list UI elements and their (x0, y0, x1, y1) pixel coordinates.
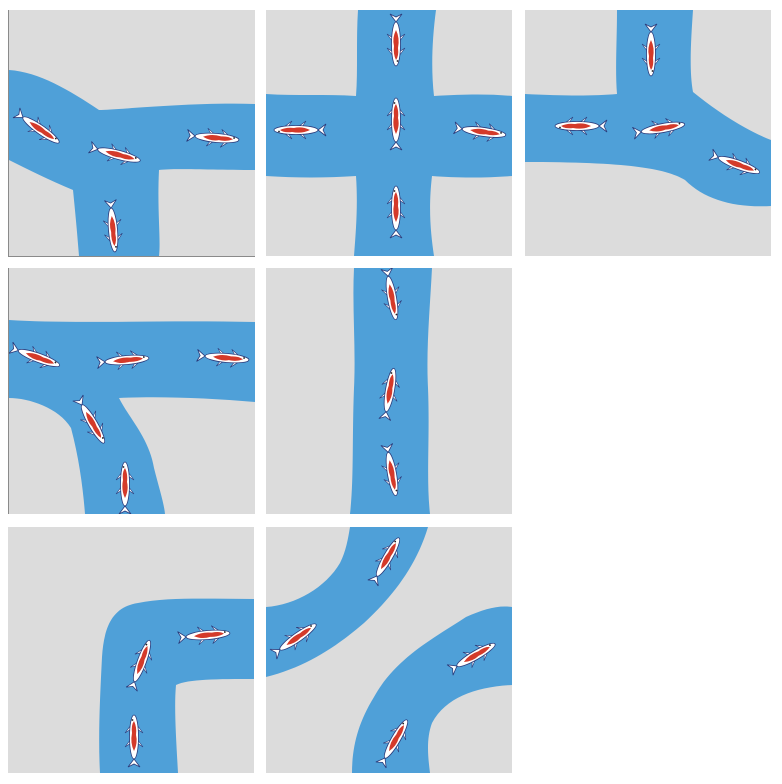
river-channel (99, 598, 254, 773)
tile-double-corner[interactable] (266, 527, 512, 773)
tile-crossroads[interactable] (266, 10, 512, 256)
river-channel (266, 527, 428, 677)
tile-corner[interactable] (8, 527, 254, 773)
tile-t-junction-1[interactable] (8, 10, 255, 257)
tile-t-junction-3[interactable] (8, 268, 255, 514)
tile-straight[interactable] (266, 268, 512, 514)
tile-t-junction-2[interactable] (525, 10, 771, 256)
river-channel (9, 320, 255, 514)
river-channel (525, 10, 771, 207)
river-channel (352, 606, 512, 773)
river-channel (9, 70, 255, 256)
river-channel (266, 10, 512, 256)
